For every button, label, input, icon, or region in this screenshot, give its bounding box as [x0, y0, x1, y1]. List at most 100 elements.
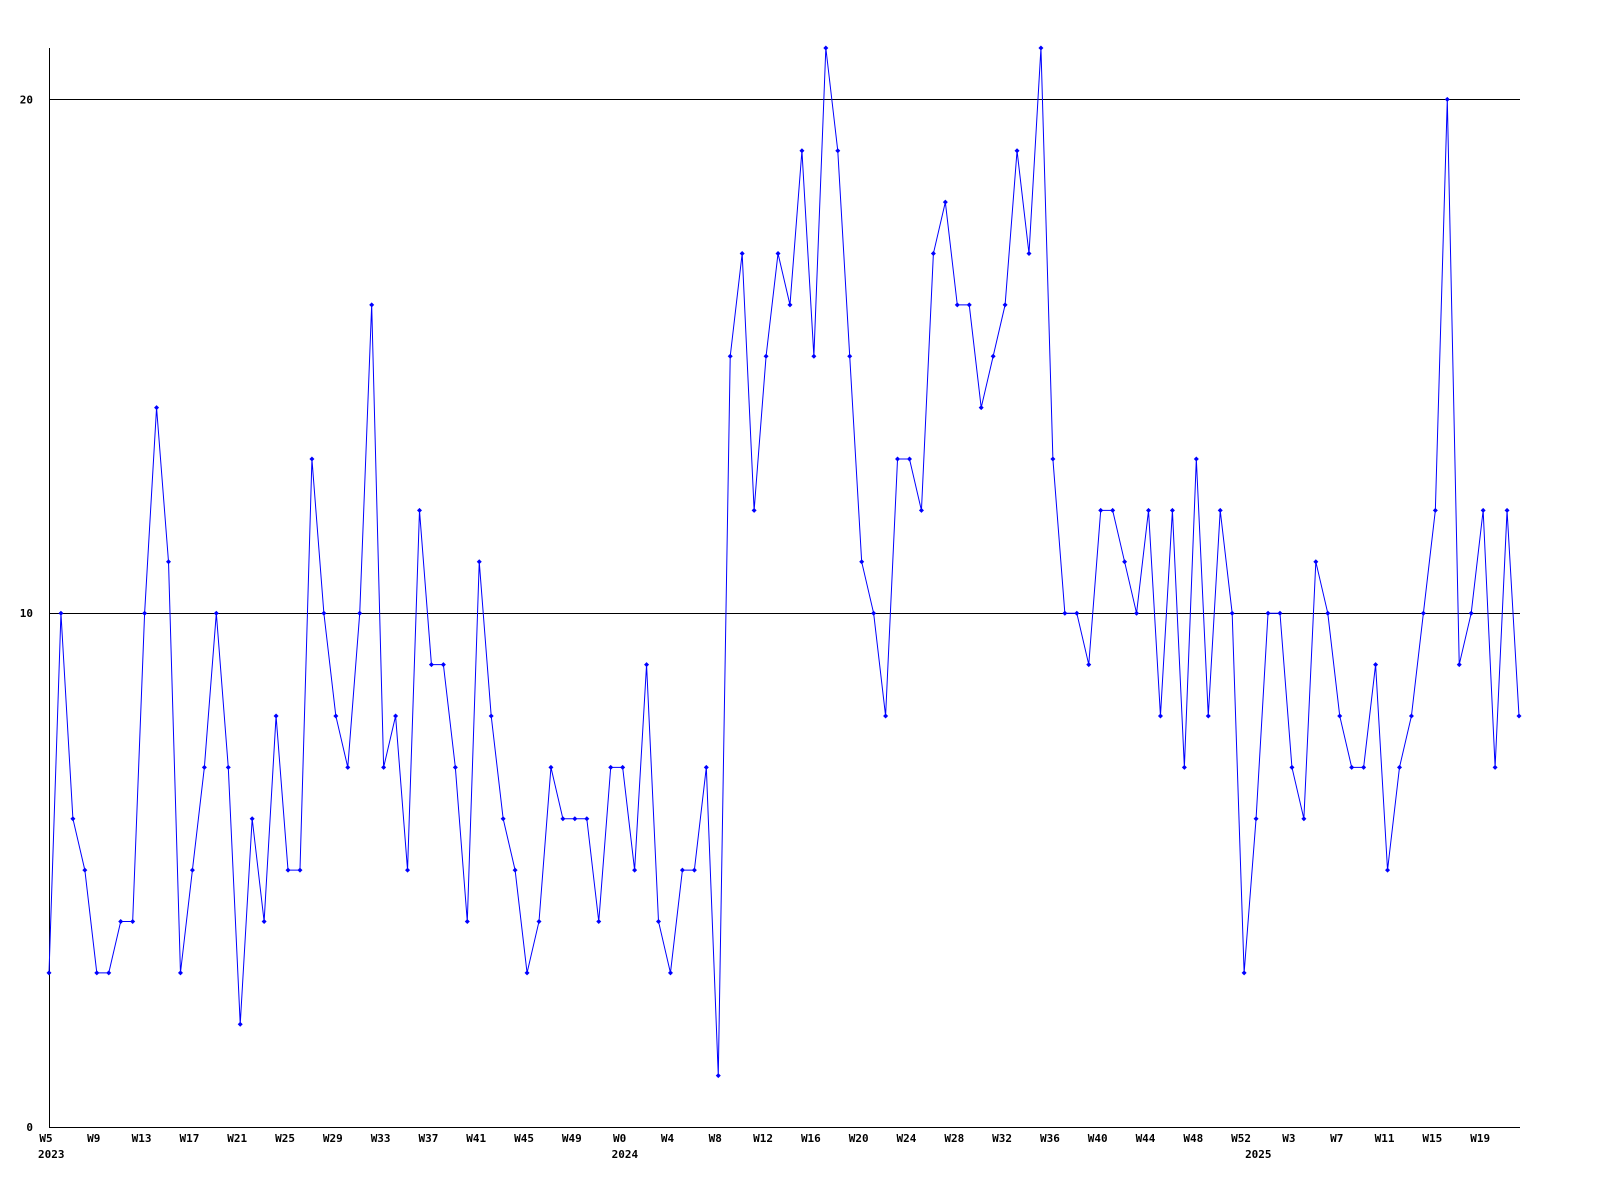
data-point — [1289, 764, 1295, 770]
data-point — [1014, 148, 1020, 154]
data-point — [428, 662, 434, 668]
y-tick-label: 0 — [26, 1121, 33, 1134]
x-tick-label: W11 — [1375, 1132, 1395, 1145]
data-point — [500, 816, 506, 822]
data-point — [1504, 507, 1510, 513]
data-point — [1217, 507, 1223, 513]
data-point — [1169, 507, 1175, 513]
data-point — [978, 405, 984, 411]
data-point — [703, 764, 709, 770]
data-point — [811, 353, 817, 359]
data-point — [691, 867, 697, 873]
data-point — [405, 867, 411, 873]
data-point — [189, 867, 195, 873]
data-point — [1396, 764, 1402, 770]
data-point — [930, 251, 936, 257]
data-point — [990, 353, 996, 359]
data-point — [273, 713, 279, 719]
data-point — [715, 1073, 721, 1079]
data-point — [1385, 867, 1391, 873]
data-point — [1277, 610, 1283, 616]
data-point — [1050, 456, 1056, 462]
data-point — [942, 199, 948, 205]
data-point — [656, 918, 662, 924]
data-point — [644, 662, 650, 668]
year-label: 2023 — [38, 1148, 65, 1161]
data-point — [727, 353, 733, 359]
x-tick-label: W8 — [709, 1132, 722, 1145]
data-point — [1349, 764, 1355, 770]
x-tick-label: W48 — [1183, 1132, 1203, 1145]
data-point — [464, 918, 470, 924]
data-point — [1456, 662, 1462, 668]
data-point — [369, 302, 375, 308]
data-point — [452, 764, 458, 770]
x-tick-label: W20 — [849, 1132, 869, 1145]
data-point — [1373, 662, 1379, 668]
data-point — [154, 405, 160, 411]
data-point — [871, 610, 877, 616]
data-point — [381, 764, 387, 770]
data-point — [906, 456, 912, 462]
year-label: 2025 — [1245, 1148, 1272, 1161]
data-point — [416, 507, 422, 513]
x-tick-label: W28 — [944, 1132, 964, 1145]
x-tick-label: W41 — [466, 1132, 486, 1145]
x-tick-label: W4 — [661, 1132, 675, 1145]
x-tick-label: W49 — [562, 1132, 582, 1145]
x-tick-label: W33 — [371, 1132, 391, 1145]
data-point — [620, 764, 626, 770]
data-point — [130, 918, 136, 924]
data-point — [1110, 507, 1116, 513]
data-point — [548, 764, 554, 770]
data-point — [1265, 610, 1271, 616]
data-point — [58, 610, 64, 616]
data-point — [895, 456, 901, 462]
data-line — [48, 47, 1520, 1076]
data-point — [1157, 713, 1163, 719]
data-point — [966, 302, 972, 308]
y-tick-label: 10 — [20, 607, 33, 620]
data-point — [560, 816, 566, 822]
data-point — [1086, 662, 1092, 668]
data-point — [584, 816, 590, 822]
data-point — [1361, 764, 1367, 770]
data-point — [1146, 507, 1152, 513]
data-point — [1038, 45, 1044, 51]
data-point — [118, 918, 124, 924]
data-point — [1002, 302, 1008, 308]
x-tick-label: W7 — [1330, 1132, 1343, 1145]
data-point — [46, 970, 52, 976]
x-tick-label: W12 — [753, 1132, 773, 1145]
year-label: 2024 — [612, 1148, 639, 1161]
data-point — [261, 918, 267, 924]
data-point — [333, 713, 339, 719]
data-point — [512, 867, 518, 873]
x-tick-label: W3 — [1282, 1132, 1295, 1145]
data-point — [297, 867, 303, 873]
data-point — [488, 713, 494, 719]
data-point — [309, 456, 315, 462]
x-tick-label: W52 — [1231, 1132, 1251, 1145]
data-point — [751, 507, 757, 513]
data-point — [954, 302, 960, 308]
data-point — [799, 148, 805, 154]
x-tick-label: W25 — [275, 1132, 295, 1145]
data-point — [787, 302, 793, 308]
x-tick-label: W32 — [992, 1132, 1012, 1145]
data-point — [847, 353, 853, 359]
data-point — [1253, 816, 1259, 822]
data-point — [524, 970, 530, 976]
x-tick-label: W44 — [1136, 1132, 1156, 1145]
data-point — [94, 970, 100, 976]
data-point — [1444, 96, 1450, 102]
data-point — [321, 610, 327, 616]
data-point — [1074, 610, 1080, 616]
x-tick-label: W15 — [1422, 1132, 1442, 1145]
x-tick-label: W19 — [1470, 1132, 1490, 1145]
data-point — [1301, 816, 1307, 822]
y-tick-label: 20 — [20, 93, 33, 106]
data-point — [1337, 713, 1343, 719]
data-point — [237, 1021, 243, 1027]
